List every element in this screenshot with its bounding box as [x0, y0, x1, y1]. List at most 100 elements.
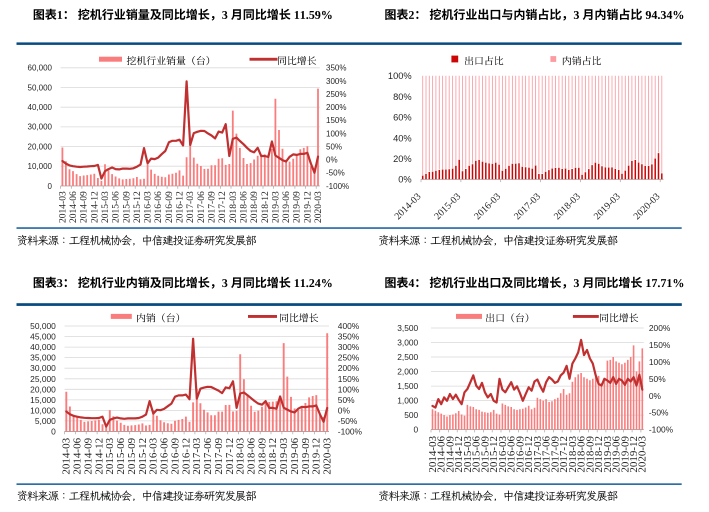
svg-text:2015-03: 2015-03	[462, 436, 474, 473]
svg-text:2018-03: 2018-03	[567, 436, 579, 473]
svg-text:2015-12: 2015-12	[137, 438, 149, 475]
svg-text:100%: 100%	[388, 71, 412, 81]
svg-text:2017-03: 2017-03	[191, 437, 203, 474]
svg-text:500: 500	[404, 410, 418, 420]
svg-text:-100%: -100%	[326, 182, 349, 191]
svg-text:2018-03: 2018-03	[229, 191, 239, 223]
svg-text:2016-06: 2016-06	[159, 437, 171, 474]
svg-text:20,000: 20,000	[28, 142, 53, 151]
svg-text:2016-06: 2016-06	[506, 436, 518, 473]
svg-text:2014-09: 2014-09	[83, 437, 95, 474]
svg-text:0%: 0%	[649, 391, 662, 401]
svg-text:2019-09: 2019-09	[300, 437, 312, 474]
svg-text:2015-03: 2015-03	[101, 191, 111, 223]
svg-text:2015-06: 2015-06	[471, 436, 483, 473]
svg-text:50%: 50%	[326, 142, 342, 151]
svg-text:2019-06: 2019-06	[611, 436, 623, 473]
svg-text:2020-03: 2020-03	[322, 437, 334, 474]
svg-text:2014-09: 2014-09	[80, 191, 90, 223]
svg-text:-100%: -100%	[649, 425, 674, 435]
svg-text:25,000: 25,000	[30, 374, 56, 384]
svg-text:2018-06: 2018-06	[576, 436, 588, 473]
svg-text:200%: 200%	[326, 103, 346, 112]
svg-text:2019-03: 2019-03	[602, 436, 614, 473]
svg-text:2019-12: 2019-12	[628, 436, 640, 473]
svg-text:2017-09: 2017-09	[208, 191, 218, 223]
svg-text:2014-03: 2014-03	[58, 191, 68, 223]
svg-text:250%: 250%	[326, 90, 346, 99]
svg-text:2017-12: 2017-12	[224, 438, 236, 475]
svg-text:50%: 50%	[338, 395, 355, 405]
svg-text:2017-12: 2017-12	[558, 436, 570, 473]
svg-text:2018-09: 2018-09	[250, 191, 260, 223]
svg-text:2014-12: 2014-12	[90, 191, 100, 223]
svg-text:30,000: 30,000	[30, 363, 56, 373]
svg-text:2017-06: 2017-06	[202, 437, 214, 474]
svg-text:2016-06: 2016-06	[154, 191, 164, 223]
svg-text:2016-03: 2016-03	[144, 191, 154, 223]
svg-text:2016-09: 2016-09	[514, 436, 526, 473]
svg-text:2017-06: 2017-06	[541, 436, 553, 473]
svg-text:20%: 20%	[393, 154, 412, 164]
svg-text:2015-09: 2015-09	[122, 191, 132, 223]
svg-text:150%: 150%	[326, 116, 346, 125]
svg-text:2017-06: 2017-06	[197, 191, 207, 223]
svg-text:3,500: 3,500	[397, 323, 418, 333]
svg-text:2019-06: 2019-06	[282, 191, 292, 223]
svg-text:10,000: 10,000	[30, 405, 56, 415]
svg-text:2018-09: 2018-09	[256, 437, 268, 474]
svg-text:2019-09: 2019-09	[619, 436, 631, 473]
svg-text:35,000: 35,000	[30, 353, 56, 363]
svg-text:2016-03: 2016-03	[148, 437, 160, 474]
svg-text:30,000: 30,000	[28, 123, 53, 132]
svg-text:2017-03: 2017-03	[186, 191, 196, 223]
svg-text:40,000: 40,000	[28, 103, 53, 112]
svg-text:2015-12: 2015-12	[488, 436, 500, 473]
svg-text:2019-06: 2019-06	[289, 437, 301, 474]
svg-text:80%: 80%	[393, 92, 412, 102]
svg-text:40%: 40%	[393, 133, 412, 143]
svg-text:400%: 400%	[338, 321, 360, 331]
svg-text:60%: 60%	[393, 113, 412, 123]
svg-text:300%: 300%	[338, 342, 360, 352]
svg-text:0: 0	[51, 427, 56, 437]
svg-text:50%: 50%	[649, 374, 666, 384]
svg-text:2014-06: 2014-06	[436, 436, 448, 473]
svg-text:2,500: 2,500	[397, 352, 418, 362]
svg-text:200%: 200%	[338, 363, 360, 373]
svg-text:2014-09: 2014-09	[444, 436, 456, 473]
svg-text:2017-09: 2017-09	[213, 437, 225, 474]
svg-text:2014-03: 2014-03	[427, 436, 439, 473]
svg-text:60,000: 60,000	[28, 64, 53, 73]
svg-text:5,000: 5,000	[35, 416, 56, 426]
svg-text:0: 0	[48, 182, 53, 191]
svg-text:1,000: 1,000	[397, 396, 418, 406]
svg-text:350%: 350%	[338, 332, 360, 342]
svg-text:-100%: -100%	[338, 427, 363, 437]
svg-text:2015-09: 2015-09	[126, 437, 138, 474]
svg-text:2015-06: 2015-06	[115, 437, 127, 474]
svg-text:100%: 100%	[649, 357, 671, 367]
svg-text:200%: 200%	[649, 323, 671, 333]
svg-text:2016-12: 2016-12	[523, 436, 535, 473]
svg-text:2016-12: 2016-12	[176, 191, 186, 223]
svg-text:2016-09: 2016-09	[169, 437, 181, 474]
svg-text:2018-12: 2018-12	[267, 438, 279, 475]
svg-text:2017-12: 2017-12	[218, 191, 228, 223]
svg-text:2015-09: 2015-09	[479, 436, 491, 473]
svg-text:2015-03: 2015-03	[104, 437, 116, 474]
svg-text:0%: 0%	[398, 175, 411, 185]
svg-text:2019-09: 2019-09	[293, 191, 303, 223]
svg-text:2018-03: 2018-03	[235, 437, 247, 474]
svg-text:0%: 0%	[338, 405, 351, 415]
svg-text:2020-03: 2020-03	[314, 191, 324, 223]
svg-text:350%: 350%	[326, 64, 346, 73]
svg-text:2014-06: 2014-06	[72, 437, 84, 474]
svg-text:2015-12: 2015-12	[133, 191, 143, 223]
svg-text:-50%: -50%	[338, 416, 358, 426]
svg-text:2016-09: 2016-09	[165, 191, 175, 223]
svg-text:45,000: 45,000	[30, 332, 56, 342]
svg-text:150%: 150%	[338, 374, 360, 384]
svg-text:2018-12: 2018-12	[593, 436, 605, 473]
svg-text:2016-12: 2016-12	[180, 438, 192, 475]
